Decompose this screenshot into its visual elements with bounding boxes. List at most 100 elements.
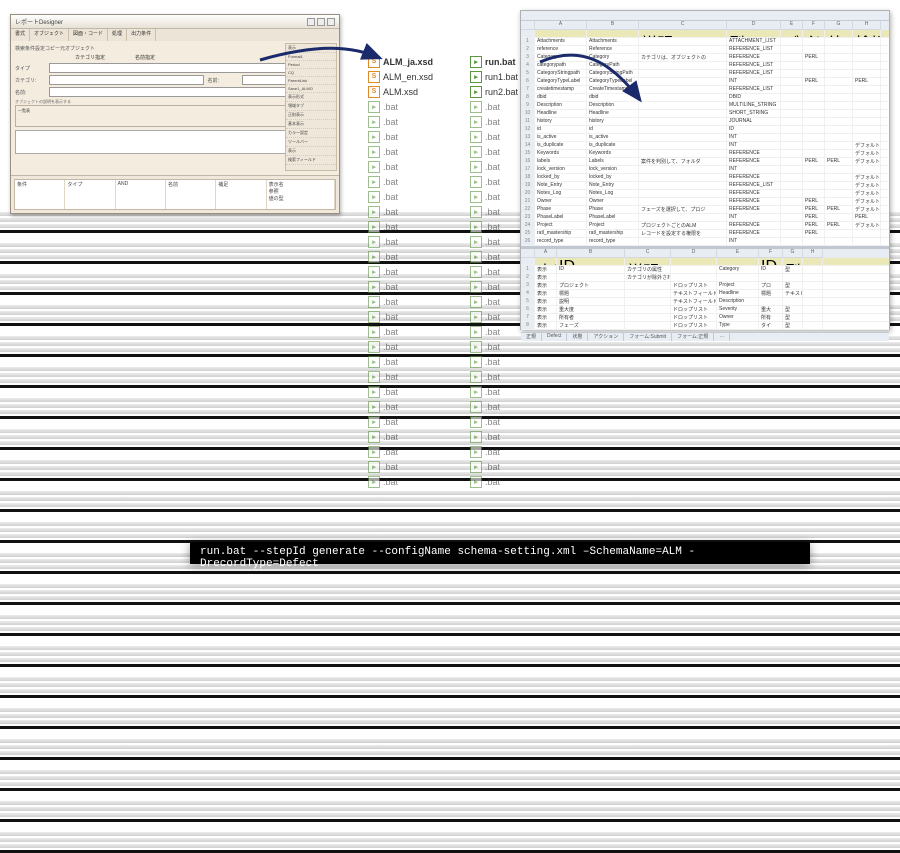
cell[interactable] (825, 150, 853, 157)
table-row[interactable]: 19Note_EntryNote_EntryREFERENCE_LISTデフォル… (521, 182, 889, 190)
cell[interactable]: ID (759, 266, 783, 273)
cell[interactable]: CreateTimestamp (587, 86, 639, 93)
cell[interactable]: categorypath (535, 62, 587, 69)
cell[interactable]: データ値 (781, 30, 803, 37)
cell[interactable] (781, 222, 803, 229)
cell[interactable] (853, 70, 881, 77)
cell[interactable]: 15 (521, 150, 535, 157)
cell[interactable] (781, 62, 803, 69)
table-row[interactable]: 8表示フェーズドロップリストTypeタイ型 (521, 322, 889, 330)
cell[interactable]: Keywords (535, 150, 587, 157)
cell[interactable] (639, 110, 727, 117)
file-item[interactable]: SALM_ja.xsd (368, 54, 444, 69)
cell[interactable]: PERL (803, 54, 825, 61)
cell[interactable] (639, 190, 727, 197)
cell[interactable]: is_duplicate (587, 142, 639, 149)
sheet-tab[interactable]: アクション (588, 333, 624, 341)
cell[interactable] (803, 134, 825, 141)
table-row[interactable]: 7createtimestampCreateTimestampREFERENCE… (521, 86, 889, 94)
cell[interactable]: locked_by (587, 174, 639, 181)
cell[interactable]: PERL (803, 78, 825, 85)
cell[interactable]: 重大 (759, 306, 783, 313)
cell[interactable]: 13 (521, 134, 535, 141)
cell[interactable] (803, 266, 823, 273)
cell[interactable]: 2 (521, 274, 535, 281)
cell[interactable]: フィールド (717, 258, 759, 265)
cell[interactable]: Description (587, 102, 639, 109)
cell[interactable] (853, 166, 881, 173)
cell[interactable]: REFERENCE (727, 230, 781, 237)
cell[interactable]: 説明 (625, 258, 671, 265)
cell[interactable] (803, 306, 823, 313)
cell[interactable]: PERL (803, 198, 825, 205)
cell[interactable]: 型 (783, 282, 803, 289)
cell[interactable]: 1 (521, 38, 535, 45)
table-row[interactable]: 3CategoryCategoryカテゴリは、オブジェクトのREFERENCEP… (521, 54, 889, 62)
cell[interactable]: dbid (535, 94, 587, 101)
side-panel-item[interactable]: 基本表示 (286, 120, 336, 129)
table-row[interactable]: 1表示IDカテゴリの属性CategoryID型 (521, 266, 889, 274)
cell[interactable] (803, 94, 825, 101)
cell[interactable]: Category (587, 54, 639, 61)
cell[interactable] (781, 174, 803, 181)
cell[interactable] (625, 290, 671, 297)
cell[interactable]: Note_Entry (535, 182, 587, 189)
cell[interactable] (639, 126, 727, 133)
tab-format[interactable]: 書式 (11, 29, 30, 41)
cell[interactable]: PERL (803, 158, 825, 165)
table-row[interactable]: 5CategoryStringpathCategoryStringPathREF… (521, 70, 889, 78)
cell[interactable] (781, 214, 803, 221)
table-row[interactable]: 20Notes_LogNotes_LogREFERENCEデフォルト (521, 190, 889, 198)
side-panel-item[interactable]: 領域タブ (286, 102, 336, 111)
cell[interactable]: Notes_Log (535, 190, 587, 197)
cell[interactable] (781, 86, 803, 93)
cell[interactable]: 標題 (759, 290, 783, 297)
table-row[interactable]: 23PhaseLabelPhaseLabelINTPERLPERL (521, 214, 889, 222)
cell[interactable]: REFERENCE_LIST (727, 86, 781, 93)
cell[interactable]: 16 (521, 158, 535, 165)
cell[interactable]: REFERENCE (727, 198, 781, 205)
tab-process[interactable]: 処理 (108, 29, 127, 41)
cell[interactable]: INT (727, 134, 781, 141)
cell[interactable]: 9 (521, 102, 535, 109)
side-panel-item[interactable]: 正則表示 (286, 111, 336, 120)
cell[interactable]: 3 (521, 54, 535, 61)
cell[interactable] (781, 142, 803, 149)
cell[interactable]: reference (535, 46, 587, 53)
cell[interactable] (825, 78, 853, 85)
cell[interactable] (781, 190, 803, 197)
cell[interactable] (639, 214, 727, 221)
cell[interactable]: 14 (521, 142, 535, 149)
cell[interactable] (853, 54, 881, 61)
table-row[interactable]: 8dbiddbidDBID (521, 94, 889, 102)
cell[interactable]: 4 (521, 62, 535, 69)
cell[interactable]: Project (535, 222, 587, 229)
cell[interactable]: 20 (521, 190, 535, 197)
cell[interactable]: ratl_mastership (587, 230, 639, 237)
cell[interactable] (825, 46, 853, 53)
cell[interactable]: テキストフィールド (671, 290, 717, 297)
cell[interactable] (853, 46, 881, 53)
cell[interactable]: PhaseLabel (535, 214, 587, 221)
tab-object[interactable]: オブジェクト (30, 29, 69, 41)
checkbox-listview[interactable]: 一覧表 (18, 108, 30, 113)
cell[interactable] (781, 134, 803, 141)
cell[interactable]: Owner (587, 198, 639, 205)
cell[interactable] (625, 282, 671, 289)
cell[interactable] (825, 142, 853, 149)
cell[interactable]: ATTACHMENT_LIST (727, 38, 781, 45)
cell[interactable]: id (587, 126, 639, 133)
cell[interactable]: Notes_Log (587, 190, 639, 197)
cell[interactable]: ID (557, 258, 625, 265)
cell[interactable] (639, 182, 727, 189)
cell[interactable]: 11 (521, 118, 535, 125)
cell[interactable] (803, 238, 825, 245)
cell[interactable]: デフォルト (853, 198, 881, 205)
cell[interactable]: 表示 (535, 258, 557, 265)
cell[interactable] (639, 198, 727, 205)
cell[interactable] (803, 182, 825, 189)
col-letter[interactable] (521, 21, 535, 30)
cell[interactable]: 19 (521, 182, 535, 189)
sheet-tabs[interactable]: 正規Defect状態アクションフォーム:Submitフォーム:正規… (521, 332, 889, 341)
sheet-tab[interactable]: 正規 (521, 333, 542, 341)
